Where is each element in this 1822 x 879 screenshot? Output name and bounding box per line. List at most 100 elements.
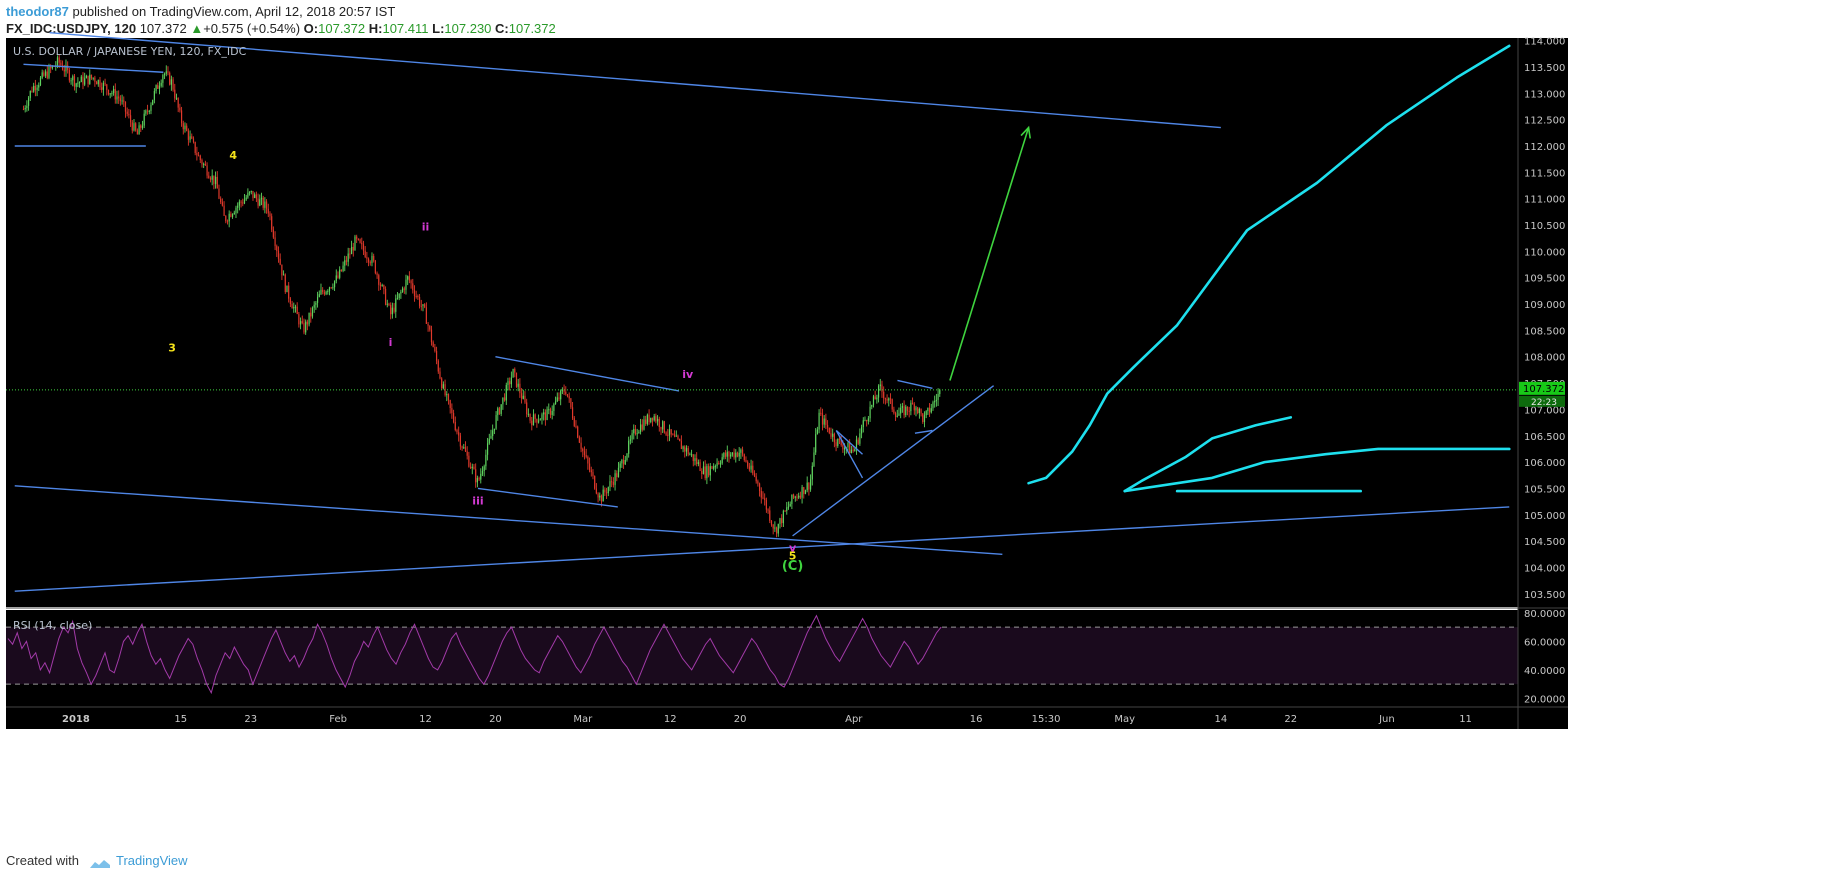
down-candle xyxy=(883,391,885,399)
down-candle xyxy=(752,465,754,474)
down-candle xyxy=(135,123,137,131)
up-candle xyxy=(112,89,115,94)
up-candle xyxy=(26,105,28,108)
down-candle xyxy=(583,451,586,456)
up-candle xyxy=(158,85,161,89)
price-tick-label: 109.000 xyxy=(1524,300,1565,311)
up-candle xyxy=(735,452,737,458)
price-tick-label: 113.000 xyxy=(1524,89,1565,100)
up-candle xyxy=(497,408,499,416)
up-candle xyxy=(629,439,631,441)
down-candle xyxy=(711,466,713,469)
up-candle xyxy=(798,495,800,498)
up-candle xyxy=(308,312,310,325)
created-with-text: Created with xyxy=(6,853,79,868)
down-candle xyxy=(611,481,613,483)
up-candle xyxy=(405,279,407,290)
up-candle xyxy=(859,433,861,444)
down-candle xyxy=(418,297,421,306)
up-candle xyxy=(639,424,642,432)
down-candle xyxy=(755,476,757,482)
cyan-projection-path xyxy=(1027,44,1511,485)
up-candle xyxy=(631,433,633,440)
up-candle xyxy=(560,390,562,400)
up-candle xyxy=(247,192,249,198)
tradingview-link[interactable]: TradingView xyxy=(116,853,188,868)
up-candle xyxy=(36,87,38,91)
down-candle xyxy=(439,371,441,379)
down-candle xyxy=(444,384,446,395)
up-candle xyxy=(344,260,346,266)
up-candle xyxy=(551,410,553,415)
down-candle xyxy=(425,307,427,324)
up-candle xyxy=(386,303,388,305)
down-candle xyxy=(208,175,210,179)
up-candle xyxy=(92,77,94,79)
down-candle xyxy=(672,434,674,436)
down-candle xyxy=(658,418,660,428)
up-candle xyxy=(619,463,621,468)
up-candle xyxy=(97,79,99,85)
down-candle xyxy=(687,448,689,455)
down-candle xyxy=(573,418,575,427)
up-candle xyxy=(41,72,43,78)
down-candle xyxy=(174,89,176,99)
down-candle xyxy=(352,246,354,251)
down-candle xyxy=(271,216,273,230)
down-candle xyxy=(917,407,919,414)
down-candle xyxy=(206,165,208,176)
down-candle xyxy=(452,413,455,423)
down-candle xyxy=(432,342,434,348)
down-candle xyxy=(826,424,829,428)
up-candle xyxy=(395,298,397,312)
down-candle xyxy=(107,89,110,95)
up-candle xyxy=(860,426,863,434)
down-candle xyxy=(177,98,179,108)
up-candle xyxy=(121,100,123,102)
time-tick-label: 14 xyxy=(1214,714,1227,725)
up-candle xyxy=(801,487,803,498)
down-candle xyxy=(922,413,924,423)
up-candle xyxy=(543,412,545,415)
down-candle xyxy=(704,466,706,479)
down-candle xyxy=(604,489,606,493)
up-candle xyxy=(561,389,563,391)
up-candle xyxy=(27,97,30,106)
up-candle xyxy=(476,478,478,483)
up-candle xyxy=(38,85,40,88)
down-candle xyxy=(792,494,795,498)
author-link[interactable]: theodor87 xyxy=(6,4,69,19)
down-candle xyxy=(196,152,198,156)
down-candle xyxy=(61,65,64,70)
down-candle xyxy=(803,487,805,494)
down-candle xyxy=(529,413,531,421)
up-candle xyxy=(102,82,104,90)
down-candle xyxy=(357,238,359,240)
price-tick-label: 108.000 xyxy=(1524,353,1565,364)
down-candle xyxy=(670,429,672,435)
down-candle xyxy=(99,79,101,88)
up-candle xyxy=(662,421,664,430)
up-candle xyxy=(682,446,684,450)
down-candle xyxy=(46,71,48,78)
down-candle xyxy=(911,402,914,405)
up-candle xyxy=(517,383,519,387)
up-candle xyxy=(72,76,74,81)
up-candle xyxy=(864,420,866,422)
last-price-badge-text: 107.372 xyxy=(1523,384,1564,395)
down-candle xyxy=(310,312,312,317)
down-candle xyxy=(701,470,703,474)
down-candle xyxy=(373,255,375,261)
up-candle xyxy=(84,78,86,85)
down-candle xyxy=(420,305,422,307)
up-candle xyxy=(855,439,858,450)
down-candle xyxy=(582,448,584,452)
up-candle xyxy=(313,304,315,308)
down-candle xyxy=(677,435,679,439)
up-candle xyxy=(537,420,540,423)
down-candle xyxy=(393,307,395,312)
up-candle xyxy=(184,125,186,130)
down-candle xyxy=(221,202,223,206)
price-axis-bg xyxy=(1518,38,1568,707)
